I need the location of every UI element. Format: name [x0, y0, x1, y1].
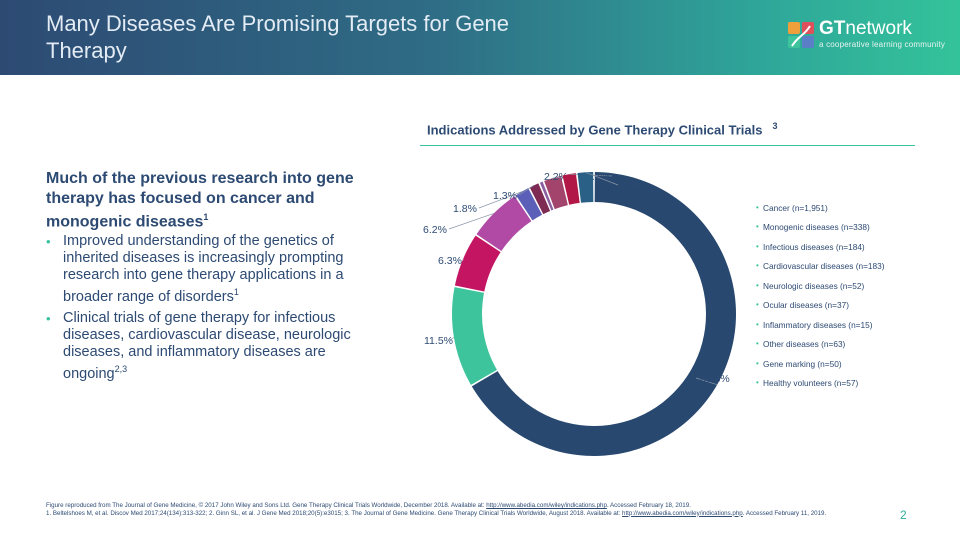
- percent-label-ocular-diseases: 1.3%: [493, 190, 517, 202]
- legend-item-neurologic: Neurologic diseases (n=52): [756, 278, 956, 297]
- legend-item-infectious: Infectious diseases (n=184): [756, 239, 956, 258]
- lead-text: Much of the previous research into gene …: [46, 170, 354, 231]
- donut-segment-neurologic-diseases: [515, 188, 543, 221]
- donut-segment-inflammatory-diseases: [539, 181, 554, 211]
- percent-label-neurologic-diseases: 1.8%: [453, 203, 477, 215]
- legend-item-healthy-volunteers: Healthy volunteers (n=57): [756, 375, 956, 394]
- leader-line: [448, 213, 494, 230]
- percent-label-other-diseases: 2.2%: [544, 171, 568, 183]
- footnote-link[interactable]: http://www.abedia.com/wiley/indications.…: [622, 509, 743, 517]
- donut-segment-gene-marking: [562, 173, 580, 205]
- legend-item-inflammatory: Inflammatory diseases (n=15): [756, 317, 956, 336]
- legend-item-cancer: Cancer (n=1,951): [756, 200, 956, 219]
- donut-segment-other-diseases: [544, 175, 568, 210]
- footnote: Figure reproduced from The Journal of Ge…: [46, 502, 876, 517]
- logo-wordmark: GTnetwork: [819, 18, 912, 39]
- footnote-references: 1. Beltelshoes M, et al. Discov Med 2017…: [46, 509, 827, 517]
- legend-item-cardiovascular: Cardiovascular diseases (n=183): [756, 258, 956, 277]
- title-divider: [420, 145, 915, 146]
- footnote-figure-source: Figure reproduced from The Journal of Ge…: [46, 502, 691, 509]
- legend-item-monogenic: Monogenic diseases (n=338): [756, 219, 956, 238]
- bullet-list: Improved understanding of the genetics o…: [46, 233, 386, 387]
- leader-line: [449, 337, 455, 341]
- leader-line: [585, 171, 619, 186]
- slide-title: Many Diseases Are Promising Targets for …: [46, 11, 510, 63]
- percent-label-cardiovascular-diseases: 6.2%: [423, 224, 447, 236]
- logo-mark-icon: [788, 22, 814, 48]
- legend-item-other: Other diseases (n=63): [756, 336, 956, 355]
- chart-title-ref: 3: [772, 121, 778, 131]
- percent-label-healthy-volunteers: 1.9%: [622, 180, 646, 192]
- chart-legend: Cancer (n=1,951) Monogenic diseases (n=3…: [756, 200, 956, 394]
- leader-line: [695, 377, 718, 386]
- leader-line: [478, 191, 523, 209]
- bullet-item: Improved understanding of the genetics o…: [46, 233, 386, 306]
- logo-tagline: a cooperative learning community: [819, 40, 946, 49]
- page-number: 2: [900, 508, 907, 522]
- bullet-item: Clinical trials of gene therapy for infe…: [46, 310, 386, 383]
- legend-item-ocular: Ocular diseases (n=37): [756, 297, 956, 316]
- donut-segment-healthy-volunteers: [577, 172, 594, 203]
- header-banner: Many Diseases Are Promising Targets for …: [0, 0, 960, 75]
- footnote-link[interactable]: http://www.abedia.com/wiley/indications.…: [486, 502, 607, 509]
- percent-label-infectious-diseases: 6.3%: [438, 255, 462, 267]
- donut-segment-ocular-diseases: [529, 183, 551, 215]
- percent-label-cancer: 66.6%: [700, 373, 730, 385]
- lead-ref: 1: [203, 212, 209, 222]
- gtnetwork-logo: GTnetwork a cooperative learning communi…: [786, 18, 945, 58]
- chart-title: Indications Addressed by Gene Therapy Cl…: [427, 121, 778, 138]
- donut-segment-infectious-diseases: [454, 235, 501, 292]
- donut-chart: 66.6%11.5%6.3%6.2%1.8%1.3%2.2% 1.7%1.9%: [423, 171, 736, 457]
- percent-label-monogenic-diseases: 11.5%: [424, 335, 453, 347]
- donut-segment-monogenic-diseases: [452, 287, 497, 385]
- leader-line: [518, 185, 535, 196]
- legend-item-gene-marking: Gene marking (n=50): [756, 356, 956, 375]
- donut-segment-cardiovascular-diseases: [476, 196, 532, 252]
